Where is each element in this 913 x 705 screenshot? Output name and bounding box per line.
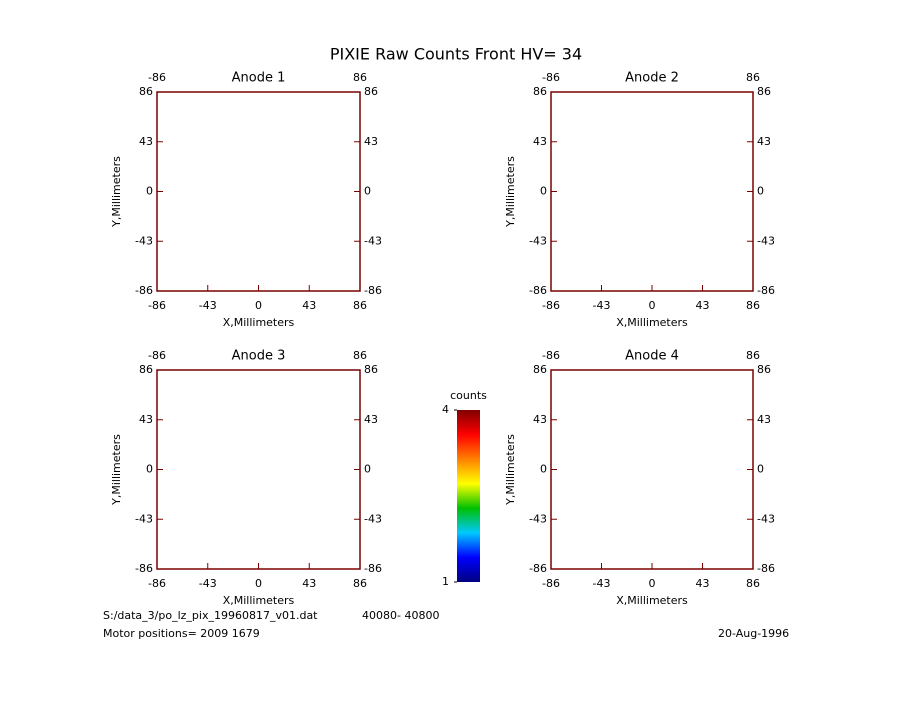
x-axis-label: X,Millimeters xyxy=(223,316,295,329)
figure-title: PIXIE Raw Counts Front HV= 34 xyxy=(330,45,582,64)
x-tick-label: -43 xyxy=(593,577,611,590)
y-tick-label: -43 xyxy=(135,234,153,247)
panel-title: Anode 3 xyxy=(232,349,286,364)
x2-tick-label: -86 xyxy=(148,349,166,362)
x2-tick-label: 86 xyxy=(746,71,760,84)
y-tick-label: -43 xyxy=(529,512,547,525)
x2-tick-label: 86 xyxy=(746,349,760,362)
y-tick-label: 43 xyxy=(533,413,547,426)
x-tick-label: -43 xyxy=(199,577,217,590)
y-tick-label: -43 xyxy=(529,234,547,247)
x-axis-label: X,Millimeters xyxy=(223,594,295,607)
x-tick-label: 0 xyxy=(649,299,656,312)
x-tick-label: 86 xyxy=(353,577,367,590)
file-name: S:/data_3/po_lz_pix_19960817_v01.dat xyxy=(103,609,318,622)
colorbar-tick-label: 4 xyxy=(442,403,449,416)
y2-tick-label: 86 xyxy=(364,363,378,376)
y-tick-label: 43 xyxy=(139,413,153,426)
y-tick-label: -86 xyxy=(135,562,153,575)
x-tick-label: 0 xyxy=(255,577,262,590)
colorbar xyxy=(457,410,480,582)
record-range: 40080- 40800 xyxy=(362,609,439,622)
y2-tick-label: 43 xyxy=(364,413,378,426)
y-tick-label: 0 xyxy=(540,185,547,198)
date: 20-Aug-1996 xyxy=(718,627,789,640)
x-tick-label: -86 xyxy=(148,299,166,312)
y-tick-label: 43 xyxy=(139,135,153,148)
y2-tick-label: 0 xyxy=(757,185,764,198)
x-tick-label: 43 xyxy=(302,299,316,312)
y-tick-label: -43 xyxy=(135,512,153,525)
x-tick-label: -86 xyxy=(542,299,560,312)
y-axis-label: Y,Millimeters xyxy=(504,434,517,506)
x-axis-label: X,Millimeters xyxy=(616,594,688,607)
y-tick-label: 0 xyxy=(146,463,153,476)
y-tick-label: 86 xyxy=(139,85,153,98)
plot-area xyxy=(156,369,361,570)
y-axis-label: Y,Millimeters xyxy=(110,434,123,506)
y-tick-label: 0 xyxy=(540,463,547,476)
plot-area xyxy=(156,91,361,292)
y-tick-label: 43 xyxy=(533,135,547,148)
y-tick-label: -86 xyxy=(529,284,547,297)
y2-tick-label: -43 xyxy=(364,512,382,525)
x-tick-label: 0 xyxy=(255,299,262,312)
x-tick-label: 0 xyxy=(649,577,656,590)
y2-tick-label: 0 xyxy=(364,463,371,476)
y2-tick-label: 86 xyxy=(364,85,378,98)
y-tick-label: 86 xyxy=(533,85,547,98)
x2-tick-label: 86 xyxy=(353,349,367,362)
x-tick-label: 86 xyxy=(746,299,760,312)
plot-area xyxy=(550,369,754,570)
y-tick-label: 86 xyxy=(533,363,547,376)
y2-tick-label: 86 xyxy=(757,363,771,376)
panel-title: Anode 1 xyxy=(232,71,286,86)
x-tick-label: 43 xyxy=(302,577,316,590)
y-tick-label: -86 xyxy=(135,284,153,297)
x2-tick-label: -86 xyxy=(542,349,560,362)
y2-tick-label: 43 xyxy=(757,135,771,148)
y2-tick-label: -86 xyxy=(364,284,382,297)
y-axis-label: Y,Millimeters xyxy=(504,156,517,228)
x-tick-label: 43 xyxy=(696,577,710,590)
colorbar-label: counts xyxy=(450,389,487,402)
panel-title: Anode 2 xyxy=(625,71,679,86)
y2-tick-label: -43 xyxy=(364,234,382,247)
y2-tick-label: -86 xyxy=(364,562,382,575)
colorbar-tick-label: 1 xyxy=(442,575,449,588)
y2-tick-label: -86 xyxy=(757,284,775,297)
plot-area xyxy=(550,91,754,292)
x-tick-label: -86 xyxy=(148,577,166,590)
x-tick-label: -43 xyxy=(199,299,217,312)
y2-tick-label: 43 xyxy=(757,413,771,426)
y2-tick-label: 0 xyxy=(364,185,371,198)
x-axis-label: X,Millimeters xyxy=(616,316,688,329)
x2-tick-label: -86 xyxy=(542,71,560,84)
y2-tick-label: -86 xyxy=(757,562,775,575)
y2-tick-label: -43 xyxy=(757,234,775,247)
motor-positions: Motor positions= 2009 1679 xyxy=(103,627,260,640)
panel-title: Anode 4 xyxy=(625,349,679,364)
y-tick-label: -86 xyxy=(529,562,547,575)
y2-tick-label: 43 xyxy=(364,135,378,148)
x-tick-label: 86 xyxy=(353,299,367,312)
x2-tick-label: 86 xyxy=(353,71,367,84)
x2-tick-label: -86 xyxy=(148,71,166,84)
y-axis-label: Y,Millimeters xyxy=(110,156,123,228)
y2-tick-label: 0 xyxy=(757,463,764,476)
x-tick-label: -86 xyxy=(542,577,560,590)
y2-tick-label: -43 xyxy=(757,512,775,525)
x-tick-label: 43 xyxy=(696,299,710,312)
y2-tick-label: 86 xyxy=(757,85,771,98)
y-tick-label: 0 xyxy=(146,185,153,198)
x-tick-label: 86 xyxy=(746,577,760,590)
y-tick-label: 86 xyxy=(139,363,153,376)
x-tick-label: -43 xyxy=(593,299,611,312)
